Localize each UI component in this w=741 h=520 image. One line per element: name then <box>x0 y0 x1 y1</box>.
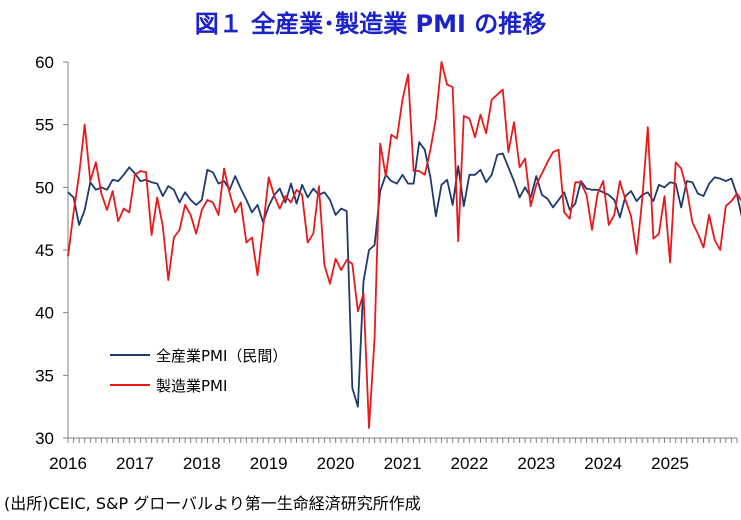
x-tick-label: 2019 <box>250 454 288 473</box>
series-line-manufacturing <box>67 61 741 429</box>
x-tick-label: 2016 <box>49 454 87 473</box>
series-line-all-industry <box>67 141 741 408</box>
y-tick-label: 35 <box>35 366 54 385</box>
y-tick-label: 30 <box>35 429 54 448</box>
x-tick-label: 2023 <box>517 454 555 473</box>
x-tick-label: 2017 <box>116 454 154 473</box>
legend: 全産業PMI（民間） 製造業PMI <box>110 347 287 395</box>
source-note: (出所)CEIC, S&P グローバルより第一生命経済研究所作成 <box>4 494 421 513</box>
x-tick-label: 2018 <box>183 454 221 473</box>
x-tick-label: 2022 <box>450 454 488 473</box>
legend-label: 全産業PMI（民間） <box>156 347 287 365</box>
y-tick-label: 60 <box>35 53 54 72</box>
x-tick-label: 2024 <box>584 454 622 473</box>
y-tick-label: 45 <box>35 241 54 260</box>
series-lines <box>67 61 741 429</box>
chart-title: 図１ 全産業･製造業 PMI の推移 <box>194 10 547 38</box>
x-tick-label: 2020 <box>317 454 355 473</box>
y-axis-ticks: 30 35 40 45 50 55 60 <box>35 53 68 448</box>
x-axis-ticks: 2016 2017 2018 2019 2020 2021 2022 2023 2024 2025 <box>49 438 738 473</box>
y-tick-label: 50 <box>35 178 54 197</box>
x-tick-label: 2021 <box>384 454 422 473</box>
y-tick-label: 40 <box>35 304 54 323</box>
x-tick-label: 2025 <box>651 454 689 473</box>
y-tick-label: 55 <box>35 116 54 135</box>
legend-label: 製造業PMI <box>156 377 227 395</box>
